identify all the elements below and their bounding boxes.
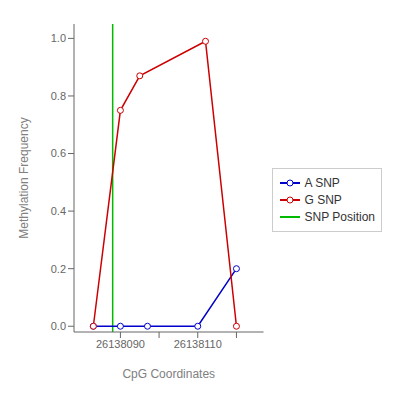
svg-text:1.0: 1.0	[51, 32, 66, 44]
svg-text:26138090: 26138090	[96, 338, 145, 350]
svg-text:Methylation Frequency: Methylation Frequency	[17, 117, 31, 238]
svg-text:26138110: 26138110	[174, 338, 222, 350]
svg-text:CpG Coordinates: CpG Coordinates	[122, 367, 215, 381]
html-text:SNP Position: SNP Position	[304, 210, 375, 224]
svg-text:0.4: 0.4	[51, 205, 66, 217]
html-text:A SNP: A SNP	[304, 176, 340, 190]
svg-text:0.8: 0.8	[51, 90, 66, 102]
html-text:G SNP: G SNP	[304, 193, 342, 207]
svg-text:0.2: 0.2	[51, 263, 66, 275]
svg-text:0.6: 0.6	[51, 147, 66, 159]
svg-text:0.0: 0.0	[51, 320, 66, 332]
